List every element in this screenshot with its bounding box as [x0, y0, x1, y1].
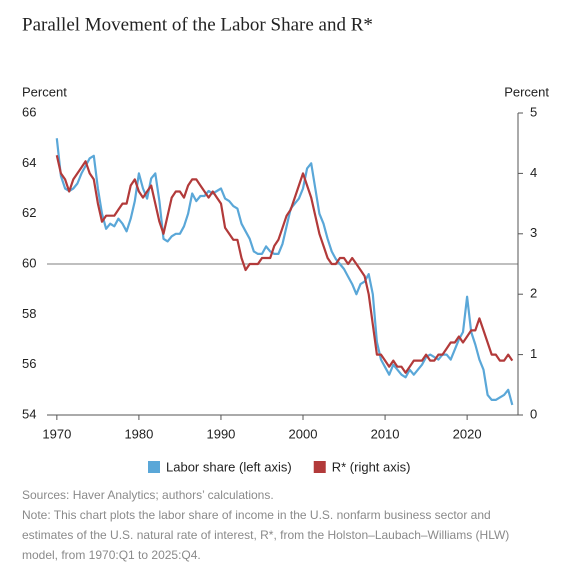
y-tick-label: 62 — [22, 205, 36, 220]
note: estimates of the U.S. natural rate of in… — [22, 528, 509, 542]
note: Note: This chart plots the labor share o… — [22, 508, 491, 522]
y-tick-label: 66 — [22, 104, 36, 119]
y2-tick-label: 3 — [530, 225, 537, 240]
y2-tick-label: 5 — [530, 104, 537, 119]
legend-swatch — [313, 461, 326, 473]
y2-tick-label: 1 — [530, 346, 537, 361]
x-tick-label: 1990 — [206, 426, 235, 441]
y2-axis-label: Percent — [504, 84, 549, 99]
y2-tick-label: 0 — [530, 406, 537, 421]
legend-label: Labor share (left axis) — [166, 459, 292, 474]
y-tick-label: 64 — [22, 155, 36, 170]
y-tick-label: 58 — [22, 306, 36, 321]
x-tick-label: 2000 — [289, 426, 318, 441]
series-line — [55, 155, 514, 374]
x-tick-label: 1980 — [124, 426, 153, 441]
x-tick-label: 2020 — [453, 426, 482, 441]
series-line — [55, 138, 514, 406]
y2-tick-label: 2 — [530, 286, 537, 301]
x-tick-label: 2010 — [371, 426, 400, 441]
y-tick-label: 60 — [22, 255, 36, 270]
y2-tick-label: 4 — [530, 165, 537, 180]
source: Sources: Haver Analytics; authors’ calcu… — [22, 488, 274, 502]
note: model, from 1970:Q1 to 2025:Q4. — [22, 548, 201, 562]
chart-title: Parallel Movement of the Labor Share and… — [22, 14, 373, 35]
y-axis-label: Percent — [22, 84, 67, 99]
y-tick-label: 56 — [22, 356, 36, 371]
x-tick-label: 1970 — [42, 426, 71, 441]
legend-label: R* (right axis) — [332, 459, 411, 474]
y-tick-label: 54 — [22, 406, 36, 421]
legend-swatch — [148, 461, 160, 473]
